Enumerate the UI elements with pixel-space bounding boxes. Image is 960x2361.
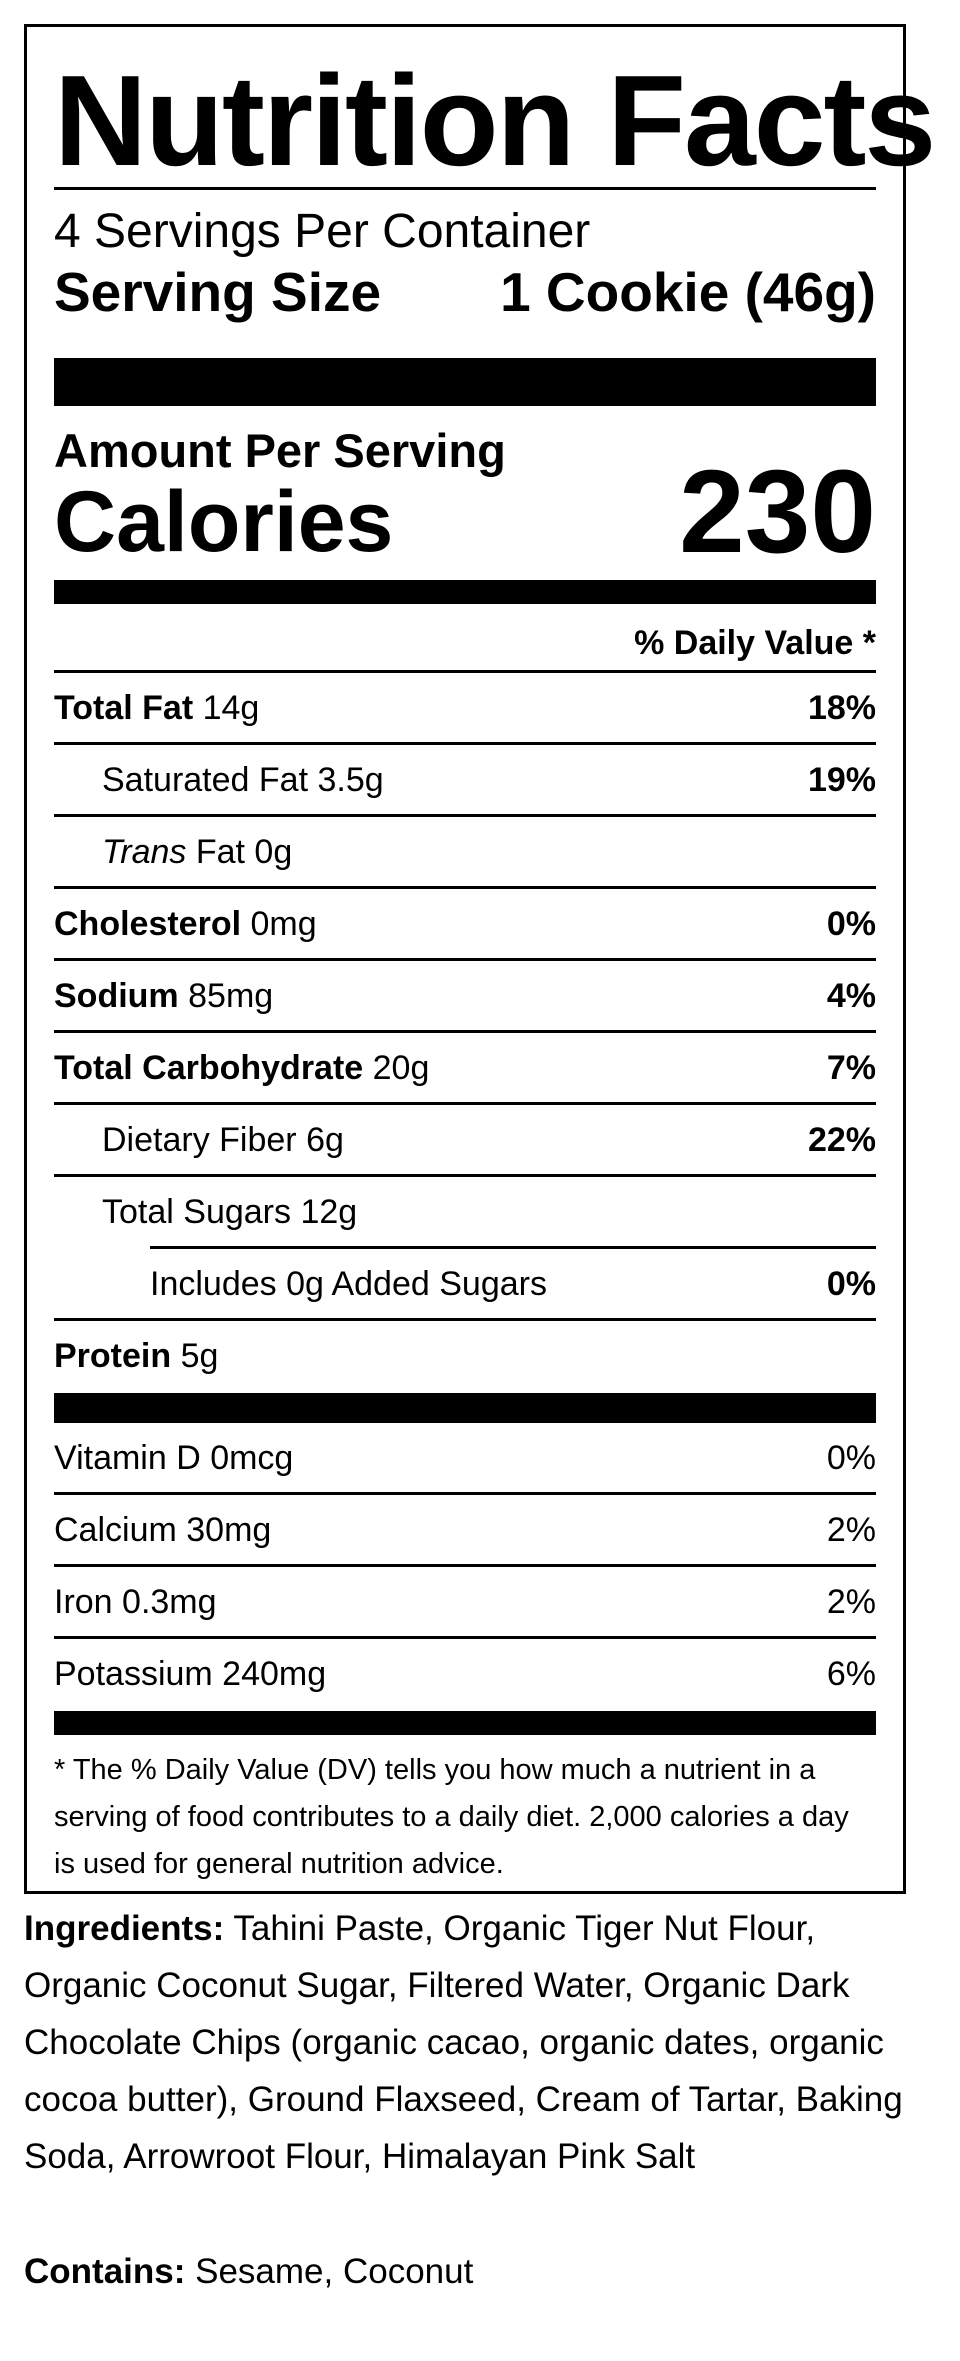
nutrient-row-total-fat: Total Fat 14g 18% — [54, 673, 876, 745]
row-divider — [54, 1564, 876, 1567]
nutrient-row-added-sugars: Includes 0g Added Sugars 0% — [54, 1249, 876, 1321]
nutrient-name-italic: Trans — [102, 833, 187, 871]
calories-label: Calories — [54, 474, 394, 570]
vitamin-dv: 0% — [826, 1439, 876, 1477]
nutrient-row-dietary-fiber: Dietary Fiber 6g 22% — [54, 1105, 876, 1177]
nutrient-row-sodium: Sodium 85mg 4% — [54, 961, 876, 1033]
nutrient-name: Saturated Fat — [102, 761, 309, 799]
nutrient-name: Total Carbohydrate — [54, 1049, 364, 1087]
ingredients-statement: Ingredients: Tahini Paste, Organic Tiger… — [24, 1900, 936, 2185]
nutrient-name: Sodium — [54, 977, 179, 1015]
nutrient-dv: 19% — [807, 761, 876, 799]
ingredients-text: Tahini Paste, Organic Tiger Nut Flour, O… — [24, 1909, 903, 2176]
nutrient-name: Includes 0g Added Sugars — [150, 1265, 547, 1303]
row-divider — [54, 1102, 876, 1105]
nutrient-amount: 0mg — [250, 905, 317, 943]
nutrient-row-trans-fat: Trans Fat 0g — [54, 817, 876, 889]
vitamin-dv: 2% — [826, 1583, 876, 1621]
nutrient-amount: 3.5g — [317, 761, 384, 799]
contains-text: Sesame, Coconut — [195, 2252, 474, 2291]
nutrition-facts-panel: Nutrition Facts 4 Servings Per Container… — [24, 24, 936, 1894]
vitamin-row-potassium: Potassium 240mg 6% — [54, 1639, 876, 1711]
nutrient-amount: 5g — [180, 1337, 219, 1375]
nutrient-name: Total Fat — [54, 689, 194, 727]
row-divider — [54, 1030, 876, 1033]
nutrient-amount: 85mg — [188, 977, 274, 1015]
panel-title: Nutrition Facts — [54, 49, 936, 193]
row-divider-indented — [150, 1246, 876, 1249]
contains-label: Contains: — [24, 2252, 186, 2291]
vitamin-row-calcium: Calcium 30mg 2% — [54, 1495, 876, 1567]
nutrient-name: Fat — [195, 833, 245, 871]
title-divider — [54, 187, 876, 190]
ingredients-label: Ingredients: — [24, 1909, 225, 1948]
row-divider — [54, 1318, 876, 1321]
nutrient-name: Total Sugars — [102, 1193, 291, 1231]
thick-bar-top — [54, 358, 876, 406]
nutrient-row-total-sugars: Total Sugars 12g — [54, 1177, 876, 1249]
row-divider — [54, 958, 876, 961]
vitamin-name: Potassium 240mg — [54, 1655, 327, 1693]
vitamin-name: Calcium 30mg — [54, 1511, 272, 1549]
nutrient-dv: 18% — [807, 689, 876, 727]
dv-header-divider — [54, 670, 876, 673]
nutrient-row-total-carbohydrate: Total Carbohydrate 20g 7% — [54, 1033, 876, 1105]
vitamin-name: Vitamin D 0mcg — [54, 1439, 294, 1477]
daily-value-footnote: * The % Daily Value (DV) tells you how m… — [54, 1754, 849, 1880]
thick-bar-vitamins — [54, 1393, 876, 1423]
vitamin-row-vitamin-d: Vitamin D 0mcg 0% — [54, 1423, 876, 1495]
row-divider — [54, 1636, 876, 1639]
nutrient-amount: 14g — [202, 689, 260, 727]
vitamin-row-iron: Iron 0.3mg 2% — [54, 1567, 876, 1639]
row-divider — [54, 742, 876, 745]
vitamin-dv: 2% — [826, 1511, 876, 1549]
serving-size-value: 1 Cookie (46g) — [500, 261, 876, 323]
nutrient-dv: 0% — [826, 1265, 876, 1303]
nutrient-amount: 12g — [300, 1193, 358, 1231]
nutrient-amount: 20g — [372, 1049, 430, 1087]
nutrient-name: Dietary Fiber — [102, 1121, 297, 1159]
thick-bar-calories — [54, 580, 876, 604]
vitamin-name: Iron 0.3mg — [54, 1583, 217, 1621]
nutrient-dv: 7% — [826, 1049, 876, 1087]
row-divider — [54, 1492, 876, 1495]
calories-value: 230 — [679, 446, 876, 578]
row-divider — [54, 1174, 876, 1177]
nutrient-row-protein: Protein 5g — [54, 1321, 876, 1393]
nutrient-row-cholesterol: Cholesterol 0mg 0% — [54, 889, 876, 961]
row-divider — [54, 886, 876, 889]
nutrient-dv: 22% — [807, 1121, 876, 1159]
nutrient-row-saturated-fat: Saturated Fat 3.5g 19% — [54, 745, 876, 817]
nutrient-amount: 6g — [306, 1121, 344, 1159]
servings-per-container: 4 Servings Per Container — [54, 205, 591, 258]
nutrient-name: Cholesterol — [54, 905, 242, 943]
row-divider — [54, 814, 876, 817]
nutrient-dv: 0% — [826, 905, 876, 943]
nutrient-amount: 0g — [254, 833, 293, 871]
allergen-statement: Contains: Sesame, Coconut — [24, 2243, 936, 2300]
nutrient-dv: 4% — [826, 977, 876, 1015]
amount-per-serving: Amount Per Serving — [54, 424, 506, 477]
vitamin-dv: 6% — [826, 1655, 876, 1693]
nutrient-name: Protein — [54, 1337, 172, 1375]
serving-size-label: Serving Size — [54, 261, 382, 323]
daily-value-header: % Daily Value * — [634, 624, 876, 662]
thick-bar-footnote — [54, 1711, 876, 1735]
